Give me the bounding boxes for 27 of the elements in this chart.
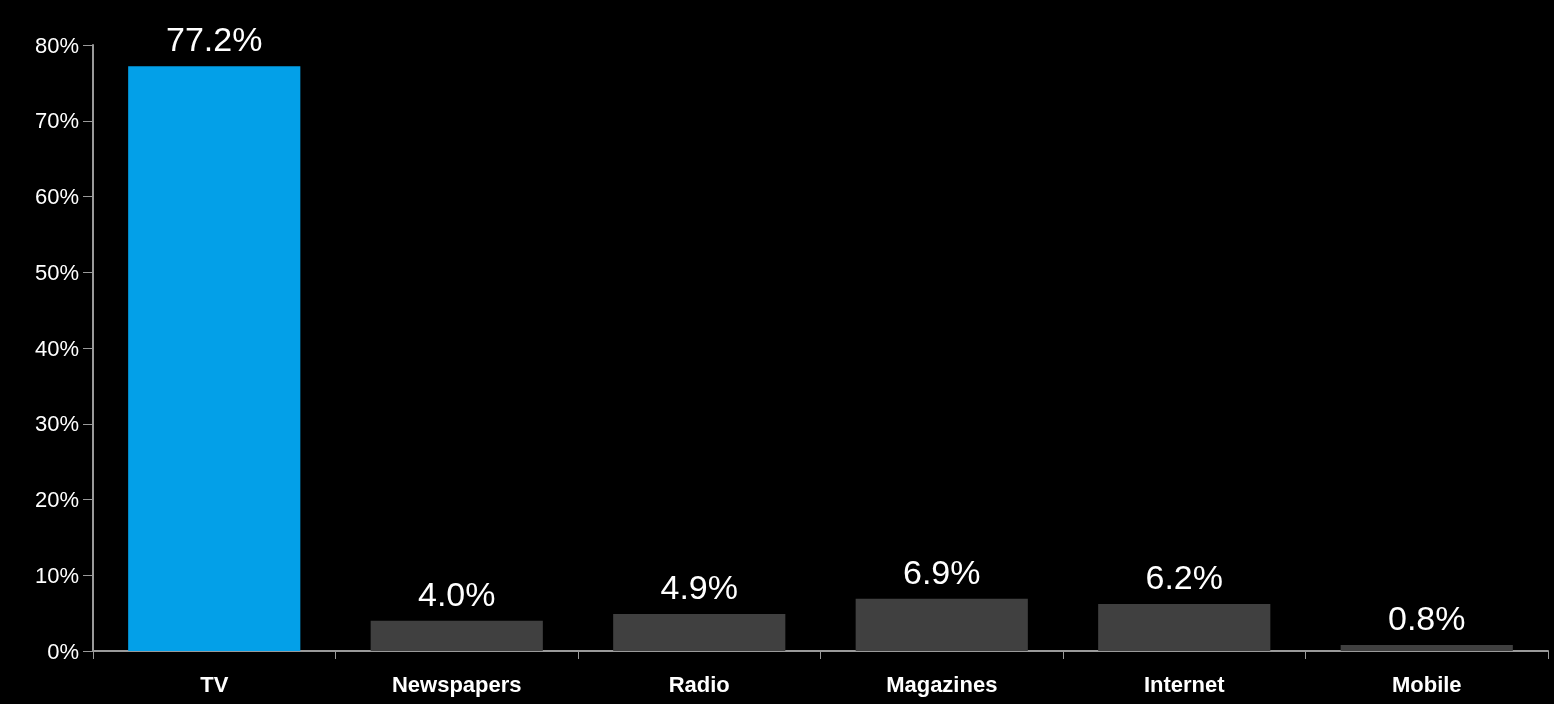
y-tick-label: 40% [34,335,79,361]
y-tick-label: 0% [47,638,79,664]
x-tick-label: TV [200,671,229,697]
y-tick-label: 80% [34,32,79,58]
data-label: 4.0% [418,574,496,613]
bar [855,598,1028,651]
y-tick-label: 20% [34,487,79,512]
bar [128,66,301,651]
data-label: 0.8% [1388,598,1466,637]
x-tick-label: Internet [1143,671,1226,697]
data-label: 6.2% [1145,558,1223,597]
data-label: 77.2% [166,20,263,59]
data-label: 6.9% [903,552,981,591]
y-tick-label: 60% [34,184,79,209]
y-tick-label: 30% [34,411,79,437]
x-tick-label: Radio [668,671,730,697]
bar [370,620,543,651]
bar [1340,644,1513,651]
data-label: 4.9% [660,567,738,606]
y-tick-label: 10% [34,562,79,588]
x-tick-label: Newspapers [391,671,522,697]
y-tick-label: 70% [34,108,79,134]
y-tick-label: 50% [34,259,79,285]
x-tick-label: Magazines [886,671,998,697]
bar [613,613,786,651]
bar [1098,604,1271,651]
x-tick-label: Mobile [1391,671,1462,697]
